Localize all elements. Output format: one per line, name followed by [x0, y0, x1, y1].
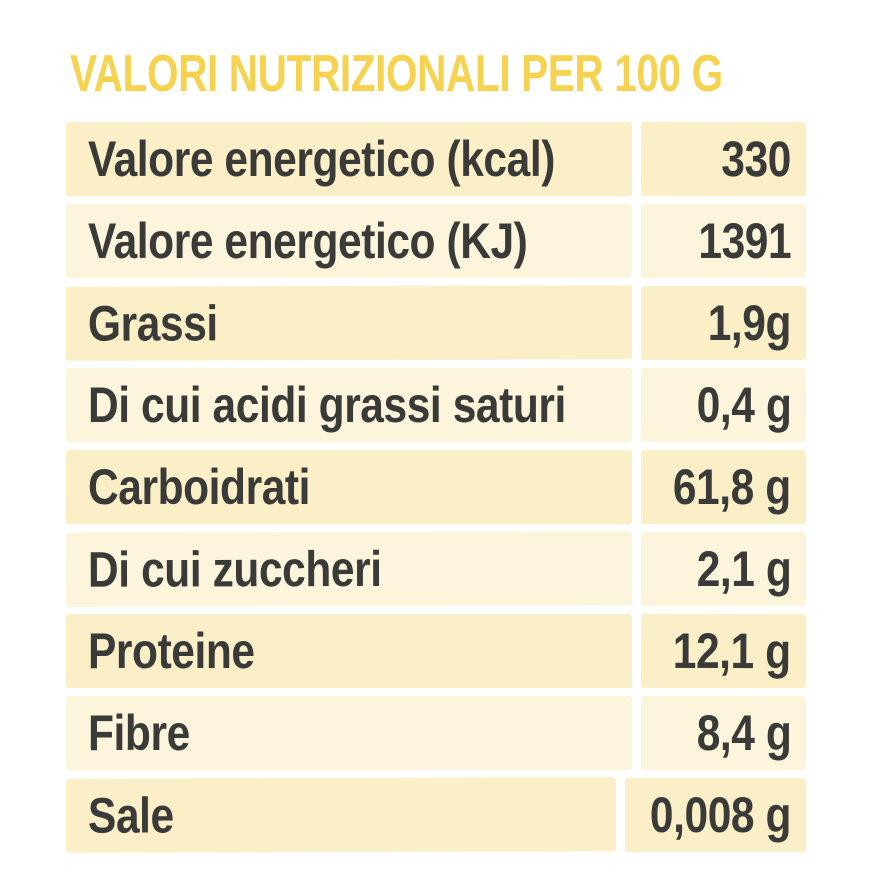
nutrient-value-cell: 0,4 g [640, 367, 807, 443]
table-row: Proteine 12,1 g [66, 613, 807, 689]
nutrient-label: Proteine [88, 623, 255, 679]
nutrient-label: Carboidrati [88, 459, 311, 515]
nutrient-value: 1,9g [707, 295, 792, 351]
table-row: Valore energetico (KJ) 1391 [66, 204, 806, 278]
nutrient-value-cell: 8,4 g [641, 696, 806, 770]
nutrient-value-cell: 12,1 g [640, 613, 807, 689]
nutrient-label-cell: Sale [65, 777, 617, 853]
nutrient-value-cell: 330 [640, 121, 807, 197]
nutrient-value: 12,1 g [672, 622, 792, 680]
nutrient-value: 0,4 g [696, 376, 792, 434]
nutrient-value: 1391 [698, 213, 791, 269]
nutrient-label-cell: Valore energetico (KJ) [66, 204, 632, 278]
nutrient-value-cell: 1391 [641, 204, 806, 278]
nutrient-label-cell: Fibre [66, 696, 632, 770]
table-row: Sale 0,008 g [65, 777, 806, 853]
nutrient-value-cell: 0,008 g [624, 778, 806, 852]
table-row: Di cui acidi grassi saturi 0,4 g [66, 367, 807, 443]
nutrient-label: Fibre [88, 705, 190, 761]
nutrient-label: Valore energetico (kcal) [88, 131, 555, 187]
table-row: Valore energetico (kcal) 330 [66, 121, 807, 197]
nutrient-value: 330 [721, 130, 792, 188]
nutrient-value-cell: 1,9g [641, 286, 806, 360]
table-row: Di cui zuccheri 2,1 g [65, 531, 806, 607]
table-row: Carboidrati 61,8 g [66, 450, 806, 524]
nutrient-label-cell: Di cui acidi grassi saturi [66, 368, 632, 442]
nutrient-label: Di cui zuccheri [87, 540, 382, 598]
nutrient-label-cell: Carboidrati [66, 450, 632, 524]
nutrient-value-cell: 2,1 g [641, 532, 806, 606]
page-title: VALORI NUTRIZIONALI PER 100 G [70, 45, 875, 103]
page-title-text: VALORI NUTRIZIONALI PER 100 G [70, 45, 723, 103]
nutrient-value: 8,4 g [696, 705, 791, 761]
nutrient-value: 2,1 g [696, 541, 791, 597]
nutrient-label-cell: Valore energetico (kcal) [66, 122, 632, 196]
nutrient-label: Di cui acidi grassi saturi [88, 377, 566, 433]
nutrient-label: Sale [87, 787, 174, 844]
nutrition-table: Valore energetico (kcal) 330 Valore ener… [65, 121, 807, 853]
nutrient-label-cell: Grassi [65, 285, 633, 361]
table-row: Grassi 1,9g [65, 285, 806, 361]
table-row: Fibre 8,4 g [66, 696, 806, 770]
nutrient-value: 0,008 g [649, 787, 792, 843]
nutrient-label-cell: Proteine [66, 614, 632, 688]
nutrient-label: Valore energetico (KJ) [88, 213, 528, 269]
nutrient-label: Grassi [87, 295, 218, 352]
nutrient-label-cell: Di cui zuccheri [65, 531, 633, 607]
nutrient-value-cell: 61,8 g [641, 450, 806, 524]
nutrient-value: 61,8 g [673, 459, 791, 515]
